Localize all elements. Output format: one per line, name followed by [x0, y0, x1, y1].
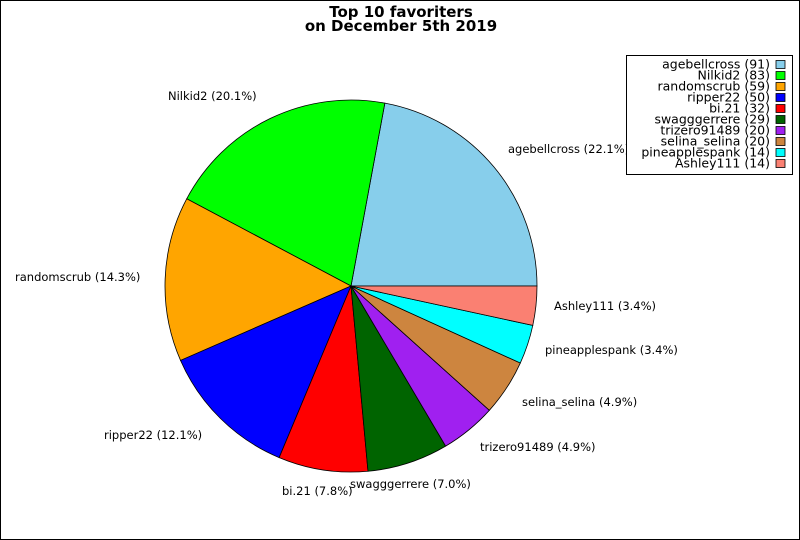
legend-label-agebellcross: agebellcross (91)	[662, 57, 770, 72]
legend-label-randomscrub: randomscrub (59)	[658, 79, 771, 94]
slice-label-nilkid2: Nilkid2 (20.1%)	[168, 89, 257, 103]
slice-label-pineapplespank: pineapplespank (3.4%)	[545, 343, 678, 357]
pie-slice-ashley111	[350, 285, 538, 326]
legend-swatch-randomscrub	[775, 82, 786, 91]
legend-swatch-trizero91489	[775, 126, 786, 135]
slice-label-swagggerrere: swagggerrere (7.0%)	[350, 477, 471, 491]
legend-swatch-selina-selina	[775, 137, 786, 146]
legend-swatch-swagggerrere	[775, 115, 786, 124]
pie-slice-labels: agebellcross (22.1%) Nilkid2 (20.1%) rando…	[15, 89, 678, 498]
legend-label-bi-21: bi.21 (32)	[709, 101, 770, 116]
chart-title-line-1: Top 10 favoriters	[329, 3, 473, 21]
legend-swatch-agebellcross	[775, 60, 786, 69]
chart-legend: agebellcross (91)Nilkid2 (83)randomscrub…	[626, 55, 793, 175]
pie-slice-agebellcross	[350, 102, 538, 287]
slice-label-ripper22: ripper22 (12.1%)	[104, 428, 202, 442]
legend-swatch-pineapplespank	[775, 148, 786, 157]
slice-label-randomscrub: randomscrub (14.3%)	[15, 270, 140, 284]
pie-slices	[164, 99, 538, 473]
legend-swatch-ashley111	[775, 159, 786, 168]
pie-slice-randomscrub	[164, 198, 352, 361]
slice-label-bi-21: bi.21 (7.8%)	[282, 484, 353, 498]
legend-label-pineapplespank: pineapplespank (14)	[641, 145, 770, 160]
slice-label-selina-selina: selina_selina (4.9%)	[522, 395, 637, 409]
legend-label-trizero91489: trizero91489 (20)	[660, 123, 770, 138]
pie-slice-nilkid2	[186, 99, 386, 287]
legend-label-ashley111: Ashley111 (14)	[675, 156, 770, 171]
legend-label-selina-selina: selina_selina (20)	[661, 134, 770, 149]
pie-slice-ripper22	[180, 285, 352, 459]
legend-swatch-bi-21	[775, 104, 786, 113]
legend-label-ripper22: ripper22 (50)	[687, 90, 770, 105]
legend-label-swagggerrere: swagggerrere (29)	[654, 112, 770, 127]
legend-swatch-nilkid2	[775, 71, 786, 80]
slice-label-agebellcross: agebellcross (22.1%)	[508, 142, 629, 156]
chart-title-line-2: on December 5th 2019	[305, 17, 497, 35]
slice-label-ashley111: Ashley111 (3.4%)	[554, 299, 656, 313]
slice-label-trizero91489: trizero91489 (4.9%)	[480, 440, 595, 454]
legend-box	[626, 55, 793, 175]
legend-label-nilkid2: Nilkid2 (83)	[697, 68, 770, 83]
legend-swatch-ripper22	[775, 93, 786, 102]
